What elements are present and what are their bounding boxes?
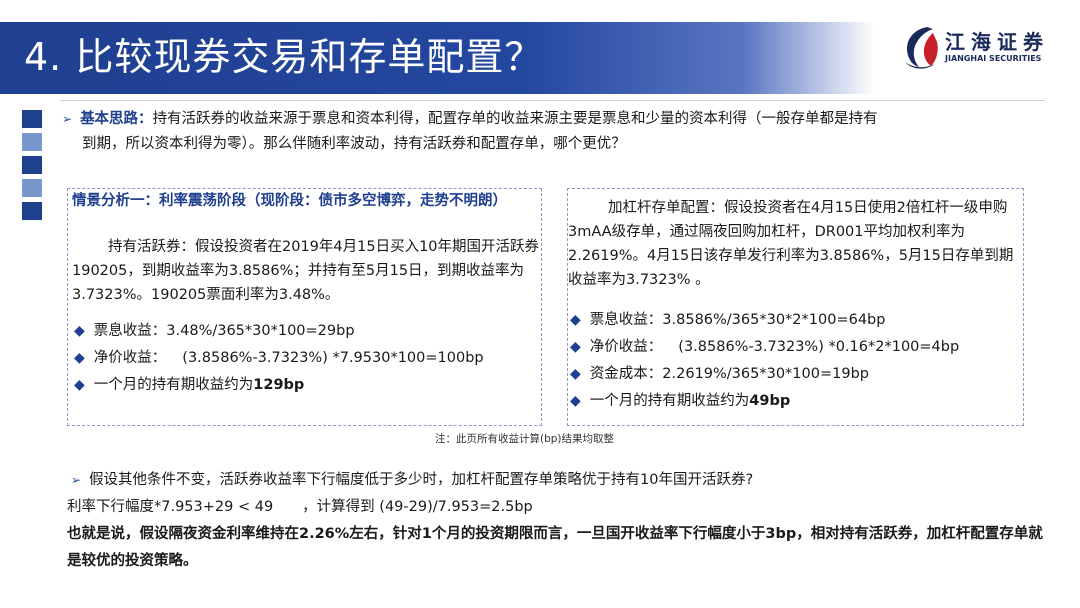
conclusion-bold: 也就是说，假设隔夜资金利率维持在2.26%左右，针对1个月的投资期限而言，一旦国… [67,526,1043,569]
diamond-bullet-icon: ◆ [74,350,85,366]
header-divider [60,100,1045,101]
bullet-summary: ◆ 一个月的持有期收益约为129bp [74,377,305,393]
page-title: 4. 比较现券交易和存单配置？ [24,35,544,79]
intro-label: 基本思路： [80,111,153,127]
bullet-item: ◆ 资金成本：2.2619%/365*30*100=19bp [570,366,869,382]
logo-mark-icon [905,27,938,69]
scenario-left-text: 持有活跃券：假设投资者在2019年4月15日买入10年期国开活跃券190205，… [72,239,540,303]
bullet-summary: ◆ 一个月的持有期收益约为49bp [570,393,791,409]
diamond-bullet-icon: ◆ [570,393,581,409]
decor-square [22,133,42,151]
bullet-item: ◆ 票息收益：3.48%/365*30*100=29bp [74,323,355,339]
side-decoration [22,110,44,225]
decor-square [22,202,42,220]
bullet-item: ◆ 净价收益： (3.8586%-3.7323%) *7.9530*100=100b… [74,350,484,366]
logo-name: 江海证券 [945,30,1049,54]
diamond-bullet-icon: ◆ [570,339,581,355]
scenario-heading: 情景分析一：利率震荡阶段（现阶段：债市多空博弈，走势不明朗） [72,193,507,209]
diamond-bullet-icon: ◆ [570,312,581,328]
decor-square [22,110,42,128]
arrow-bullet-icon: ➢ [62,112,73,126]
logo-subtitle: JIANGHAI SECURITIES [945,54,1042,63]
bullet-item: ◆ 票息收益：3.8586%/365*30*2*100=64bp [570,312,886,328]
scenario-box-left: 情景分析一：利率震荡阶段（现阶段：债市多空博弈，走势不明朗） 持有活跃券：假设投… [67,188,542,426]
diamond-bullet-icon: ◆ [74,323,85,339]
conclusion-section: ➢ 假设其他条件不变，活跃券收益率下行幅度低于多少时，加杠杆配置存单策略优于持有1… [67,467,1047,575]
conclusion-question: ➢ 假设其他条件不变，活跃券收益率下行幅度低于多少时，加杠杆配置存单策略优于持有1… [71,472,754,488]
scenario-left-paragraph: 持有活跃券：假设投资者在2019年4月15日买入10年期国开活跃券190205，… [72,235,542,307]
title-bar [0,22,875,94]
footnote: 注：此页所有收益计算(bp)结果均取整 [435,433,615,445]
diamond-bullet-icon: ◆ [74,377,85,393]
diamond-bullet-icon: ◆ [570,366,581,382]
decor-square [22,179,42,197]
scenario-right-text: 加杠杆存单配置：假设投资者在4月15日使用2倍杠杆一级申购3mAA级存单，通过隔… [568,200,1014,288]
decor-square [22,156,42,174]
arrow-bullet-icon: ➢ [71,473,82,487]
bullet-item: ◆ 净价收益： (3.8586%-3.7323%) *0.16*2*100=4bp [570,339,960,355]
intro-text-line1: 持有活跃券的收益来源于票息和资本利得，配置存单的收益来源主要是票息和少量的资本利… [152,111,878,127]
intro-section: ➢ 基本思路：持有活跃券的收益来源于票息和资本利得，配置存单的收益来源主要是票息和… [62,107,1037,157]
scenario-left-bullets: ◆ 票息收益：3.48%/365*30*100=29bp ◆ 净价收益： (3.858… [74,318,484,399]
conclusion-formula: 利率下行幅度*7.953+29 < 49 ，计算得到 (49-29)/7.953… [67,499,533,515]
company-logo: 江海证券 JIANGHAI SECURITIES [897,24,1067,72]
scenario-right-bullets: ◆ 票息收益：3.8586%/365*30*2*100=64bp ◆ 净价收益： (3… [570,307,959,415]
scenario-box-right: 加杠杆存单配置：假设投资者在4月15日使用2倍杠杆一级申购3mAA级存单，通过隔… [567,188,1024,426]
intro-text-line2: 到期，所以资本利得为零）。那么伴随利率波动，持有活跃券和配置存单，哪个更优？ [82,136,626,152]
scenario-right-paragraph: 加杠杆存单配置：假设投资者在4月15日使用2倍杠杆一级申购3mAA级存单，通过隔… [568,196,1024,292]
